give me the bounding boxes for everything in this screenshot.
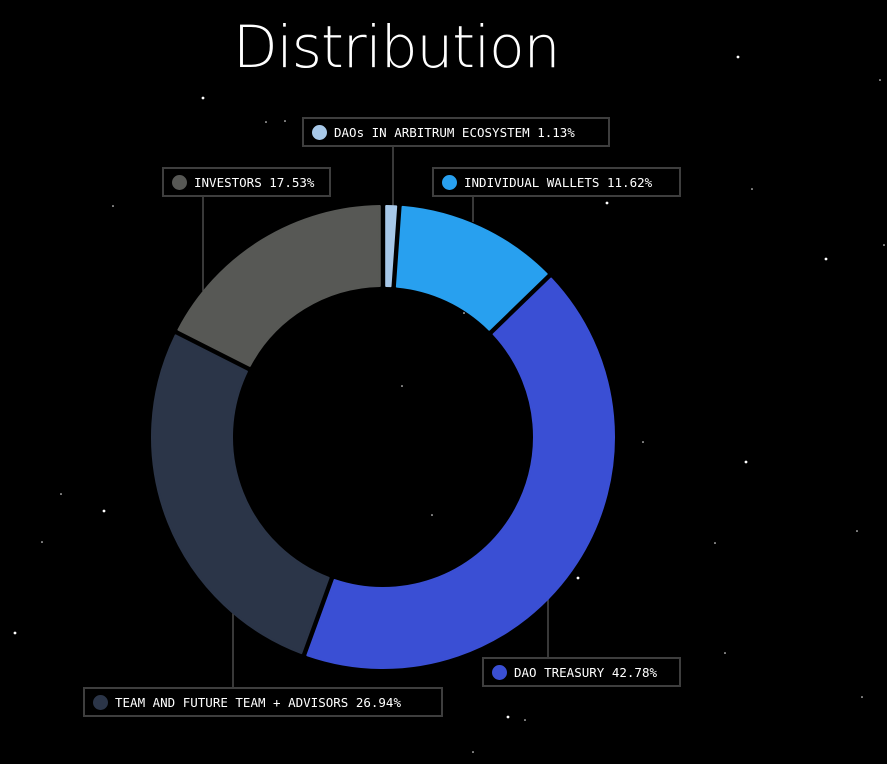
legend-value: 17.53% bbox=[269, 174, 315, 190]
legend-color-dot bbox=[492, 664, 507, 680]
legend-spacer bbox=[599, 175, 607, 190]
star-dot bbox=[102, 509, 106, 513]
star-dot bbox=[60, 493, 62, 495]
legend-label: INVESTORS bbox=[194, 174, 262, 190]
chart-title: Distribution bbox=[233, 13, 560, 81]
star-dot bbox=[284, 120, 286, 122]
star-dot bbox=[879, 79, 881, 81]
legend-label: DAOs IN ARBITRUM ECOSYSTEM bbox=[334, 124, 530, 140]
donut-slice bbox=[385, 205, 398, 288]
star-dot bbox=[506, 715, 510, 719]
legend-item: INVESTORS 17.53% bbox=[162, 167, 331, 197]
star-dot bbox=[112, 205, 114, 207]
donut-slice bbox=[306, 277, 615, 669]
star-dot bbox=[642, 441, 644, 443]
star-dot bbox=[861, 696, 863, 698]
legend-value: 26.94% bbox=[355, 694, 401, 710]
star-dot bbox=[856, 530, 858, 532]
legend-color-dot bbox=[312, 124, 327, 140]
star-dot bbox=[524, 719, 526, 721]
legend-spacer bbox=[348, 695, 356, 710]
donut-slice bbox=[151, 334, 330, 655]
legend-spacer bbox=[604, 665, 612, 680]
star-dot bbox=[576, 576, 580, 580]
star-dot bbox=[714, 542, 716, 544]
legend-value: 42.78% bbox=[611, 664, 657, 680]
legend-label: TEAM AND FUTURE TEAM + ADVISORS bbox=[115, 694, 349, 710]
legend-item: DAOs IN ARBITRUM ECOSYSTEM 1.13% bbox=[302, 117, 610, 147]
legend-label: INDIVIDUAL WALLETS bbox=[464, 174, 600, 190]
star-dot bbox=[472, 751, 474, 753]
legend-item: DAO TREASURY 42.78% bbox=[482, 657, 681, 687]
legend-value: 11.62% bbox=[607, 174, 653, 190]
legend-color-dot bbox=[172, 174, 187, 190]
star-dot bbox=[736, 55, 740, 59]
star-dot bbox=[265, 121, 267, 123]
star-dot bbox=[463, 312, 465, 314]
star-dot bbox=[724, 652, 726, 654]
legend-value: 1.13% bbox=[537, 124, 575, 140]
donut-slice bbox=[395, 205, 548, 331]
legend-label: DAO TREASURY bbox=[514, 664, 605, 680]
star-dot bbox=[401, 385, 403, 387]
legend-spacer bbox=[262, 175, 270, 190]
star-dot bbox=[883, 244, 885, 246]
star-dot bbox=[751, 188, 753, 190]
star-dot bbox=[824, 257, 828, 261]
legend-spacer bbox=[530, 125, 538, 140]
star-dot bbox=[41, 541, 43, 543]
legend-color-dot bbox=[93, 694, 108, 710]
star-dot bbox=[431, 514, 433, 516]
star-dot bbox=[13, 631, 17, 635]
donut-slice bbox=[177, 205, 381, 367]
star-dot bbox=[201, 96, 205, 100]
legend-item: INDIVIDUAL WALLETS 11.62% bbox=[432, 167, 681, 197]
legend-item: TEAM AND FUTURE TEAM + ADVISORS 26.94% bbox=[83, 687, 443, 717]
legend-color-dot bbox=[442, 174, 457, 190]
star-dot bbox=[605, 201, 609, 205]
star-dot bbox=[744, 460, 748, 464]
